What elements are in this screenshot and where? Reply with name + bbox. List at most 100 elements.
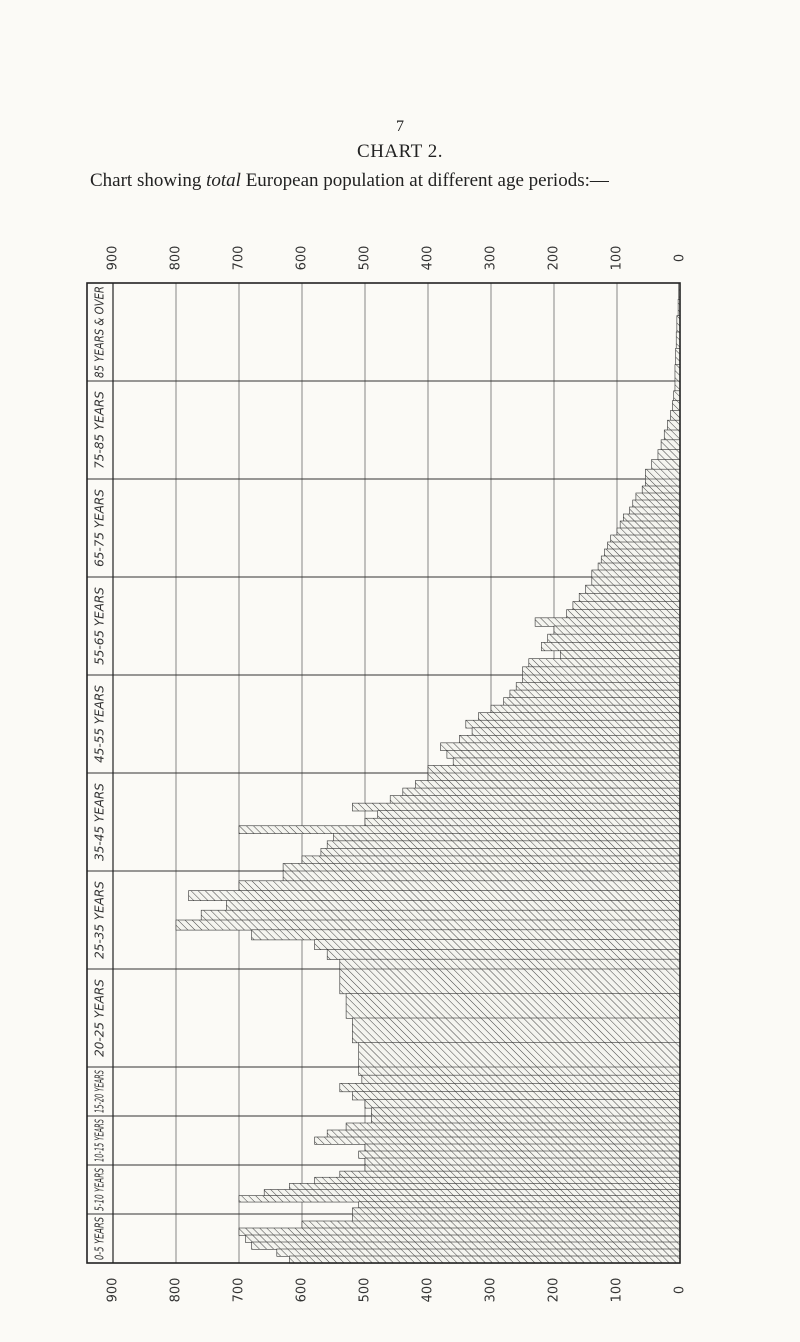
bars [175, 282, 681, 1264]
bar-step-8-2 [339, 1083, 681, 1093]
band-label-9: 10-15 YEARS [93, 1119, 107, 1162]
bar-step-8-3 [352, 1091, 681, 1101]
bar-step-6-5 [175, 919, 681, 931]
bar-step-1-8 [651, 459, 681, 470]
bar-step-11-1 [301, 1220, 681, 1229]
bottom-tick-3: 600 [295, 1278, 310, 1303]
bottom-tick-4: 500 [358, 1278, 373, 1303]
bar-step-2-0 [645, 478, 681, 487]
bar-step-5-2 [402, 787, 681, 797]
bar-step-4-12 [427, 765, 681, 774]
bar-step-6-1 [238, 880, 681, 892]
bar-step-6-9 [339, 958, 681, 970]
bar-step-3-0 [591, 576, 681, 586]
caption-emphasis: total [206, 170, 241, 191]
chart-caption: Chart showing total European population … [90, 170, 730, 192]
bar-step-4-7 [471, 727, 681, 736]
bar-step-9-6 [364, 1157, 681, 1166]
bar-step-4-1 [515, 682, 681, 691]
bar-step-7-1 [345, 993, 681, 1019]
bar-step-5-3 [389, 795, 681, 804]
chart-title: CHART 2. [357, 141, 443, 162]
bar-step-2-6 [619, 520, 681, 529]
bottom-tick-2: 700 [232, 1278, 247, 1303]
bar-step-4-8 [459, 735, 681, 744]
bar-step-3-6 [553, 625, 681, 635]
bar-step-7-2 [352, 1017, 681, 1044]
band-label-5: 35-45 YEARS [93, 783, 107, 861]
band-label-0: 85 YEARS & OVER [93, 286, 107, 378]
bar-step-4-3 [503, 697, 681, 706]
bar-step-4-5 [478, 712, 681, 721]
bar-step-10-0 [364, 1164, 681, 1172]
bar-step-5-0 [427, 772, 681, 782]
bar-step-4-2 [509, 689, 681, 699]
bar-step-4-4 [490, 704, 681, 714]
bar-step-9-3 [314, 1136, 681, 1145]
band-label-11: 0-5 YEARS [93, 1217, 107, 1260]
page-number: 7 [396, 118, 404, 135]
bar-step-1-6 [660, 439, 681, 451]
bar-step-6-4 [200, 909, 681, 921]
bar-step-9-1 [345, 1122, 681, 1131]
bar-step-11-2 [238, 1227, 681, 1236]
bar-step-10-1 [339, 1170, 681, 1178]
bar-step-2-4 [629, 506, 681, 515]
bar-step-9-4 [364, 1143, 681, 1152]
bar-step-1-1 [673, 390, 681, 402]
bar-step-1-9 [645, 468, 681, 480]
band-label-4: 45-55 YEARS [93, 685, 107, 763]
bar-step-10-7 [352, 1207, 681, 1215]
bar-step-6-7 [314, 939, 681, 950]
bar-step-2-1 [641, 485, 681, 494]
band-labels: 85 YEARS & OVER 75-85 YEARS 65-75 YEARS 55-… [93, 286, 107, 1260]
bar-step-9-2 [326, 1129, 681, 1138]
bar-step-8-1 [361, 1074, 681, 1084]
bar-step-6-0 [282, 870, 681, 882]
bottom-tick-6: 300 [484, 1278, 499, 1303]
bar-step-3-1 [585, 584, 681, 594]
top-axis-ticks: 900 800 700 600 500 400 300 200 100 0 [106, 246, 688, 271]
bar-step-10-2 [314, 1176, 681, 1184]
bar-step-4-10 [446, 750, 681, 759]
top-tick-7: 200 [547, 246, 562, 271]
bar-step-2-7 [616, 527, 681, 536]
bar-step-9-0 [370, 1115, 681, 1124]
top-tick-5: 400 [421, 246, 436, 271]
top-tick-9: 0 [673, 254, 688, 262]
bar-step-10-4 [263, 1189, 681, 1197]
bottom-axis-ticks: 900 800 700 600 500 400 300 200 100 0 [106, 1278, 688, 1303]
bar-step-5-7 [238, 825, 681, 834]
bar-step-3-4 [566, 609, 681, 619]
bar-step-3-9 [559, 650, 681, 660]
bar-step-3-11 [522, 666, 681, 676]
bar-step-5-10 [320, 848, 681, 857]
bar-step-5-5 [377, 810, 681, 819]
band-label-2: 65-75 YEARS [93, 489, 107, 567]
bar-step-2-5 [622, 513, 681, 522]
bar-step-4-6 [465, 719, 681, 729]
bar-step-6-2 [188, 890, 681, 901]
bar-step-11-5 [276, 1248, 681, 1257]
bottom-tick-9: 0 [673, 1286, 688, 1294]
top-tick-6: 300 [484, 246, 499, 271]
bar-step-1-3 [670, 410, 681, 421]
bar-step-3-7 [547, 633, 681, 643]
band-label-1: 75-85 YEARS [93, 391, 107, 469]
bar-step-5-9 [326, 840, 681, 849]
caption-text-start: Chart showing [90, 170, 202, 191]
top-tick-0: 900 [106, 246, 121, 271]
bottom-tick-5: 400 [421, 1278, 436, 1303]
bar-step-11-4 [251, 1241, 681, 1250]
bar-step-3-8 [541, 642, 681, 652]
top-tick-3: 600 [295, 246, 310, 271]
bar-step-4-11 [452, 757, 681, 767]
band-label-3: 55-65 YEARS [93, 587, 107, 665]
bar-step-5-4 [352, 802, 681, 812]
caption-text-end: European population at different age per… [245, 170, 609, 191]
bar-step-11-0 [352, 1213, 681, 1222]
bar-step-4-0 [522, 674, 681, 684]
bar-step-7-3 [358, 1042, 681, 1068]
bar-step-5-6 [364, 817, 681, 827]
band-label-8: 15-20 YEARS [93, 1070, 107, 1113]
